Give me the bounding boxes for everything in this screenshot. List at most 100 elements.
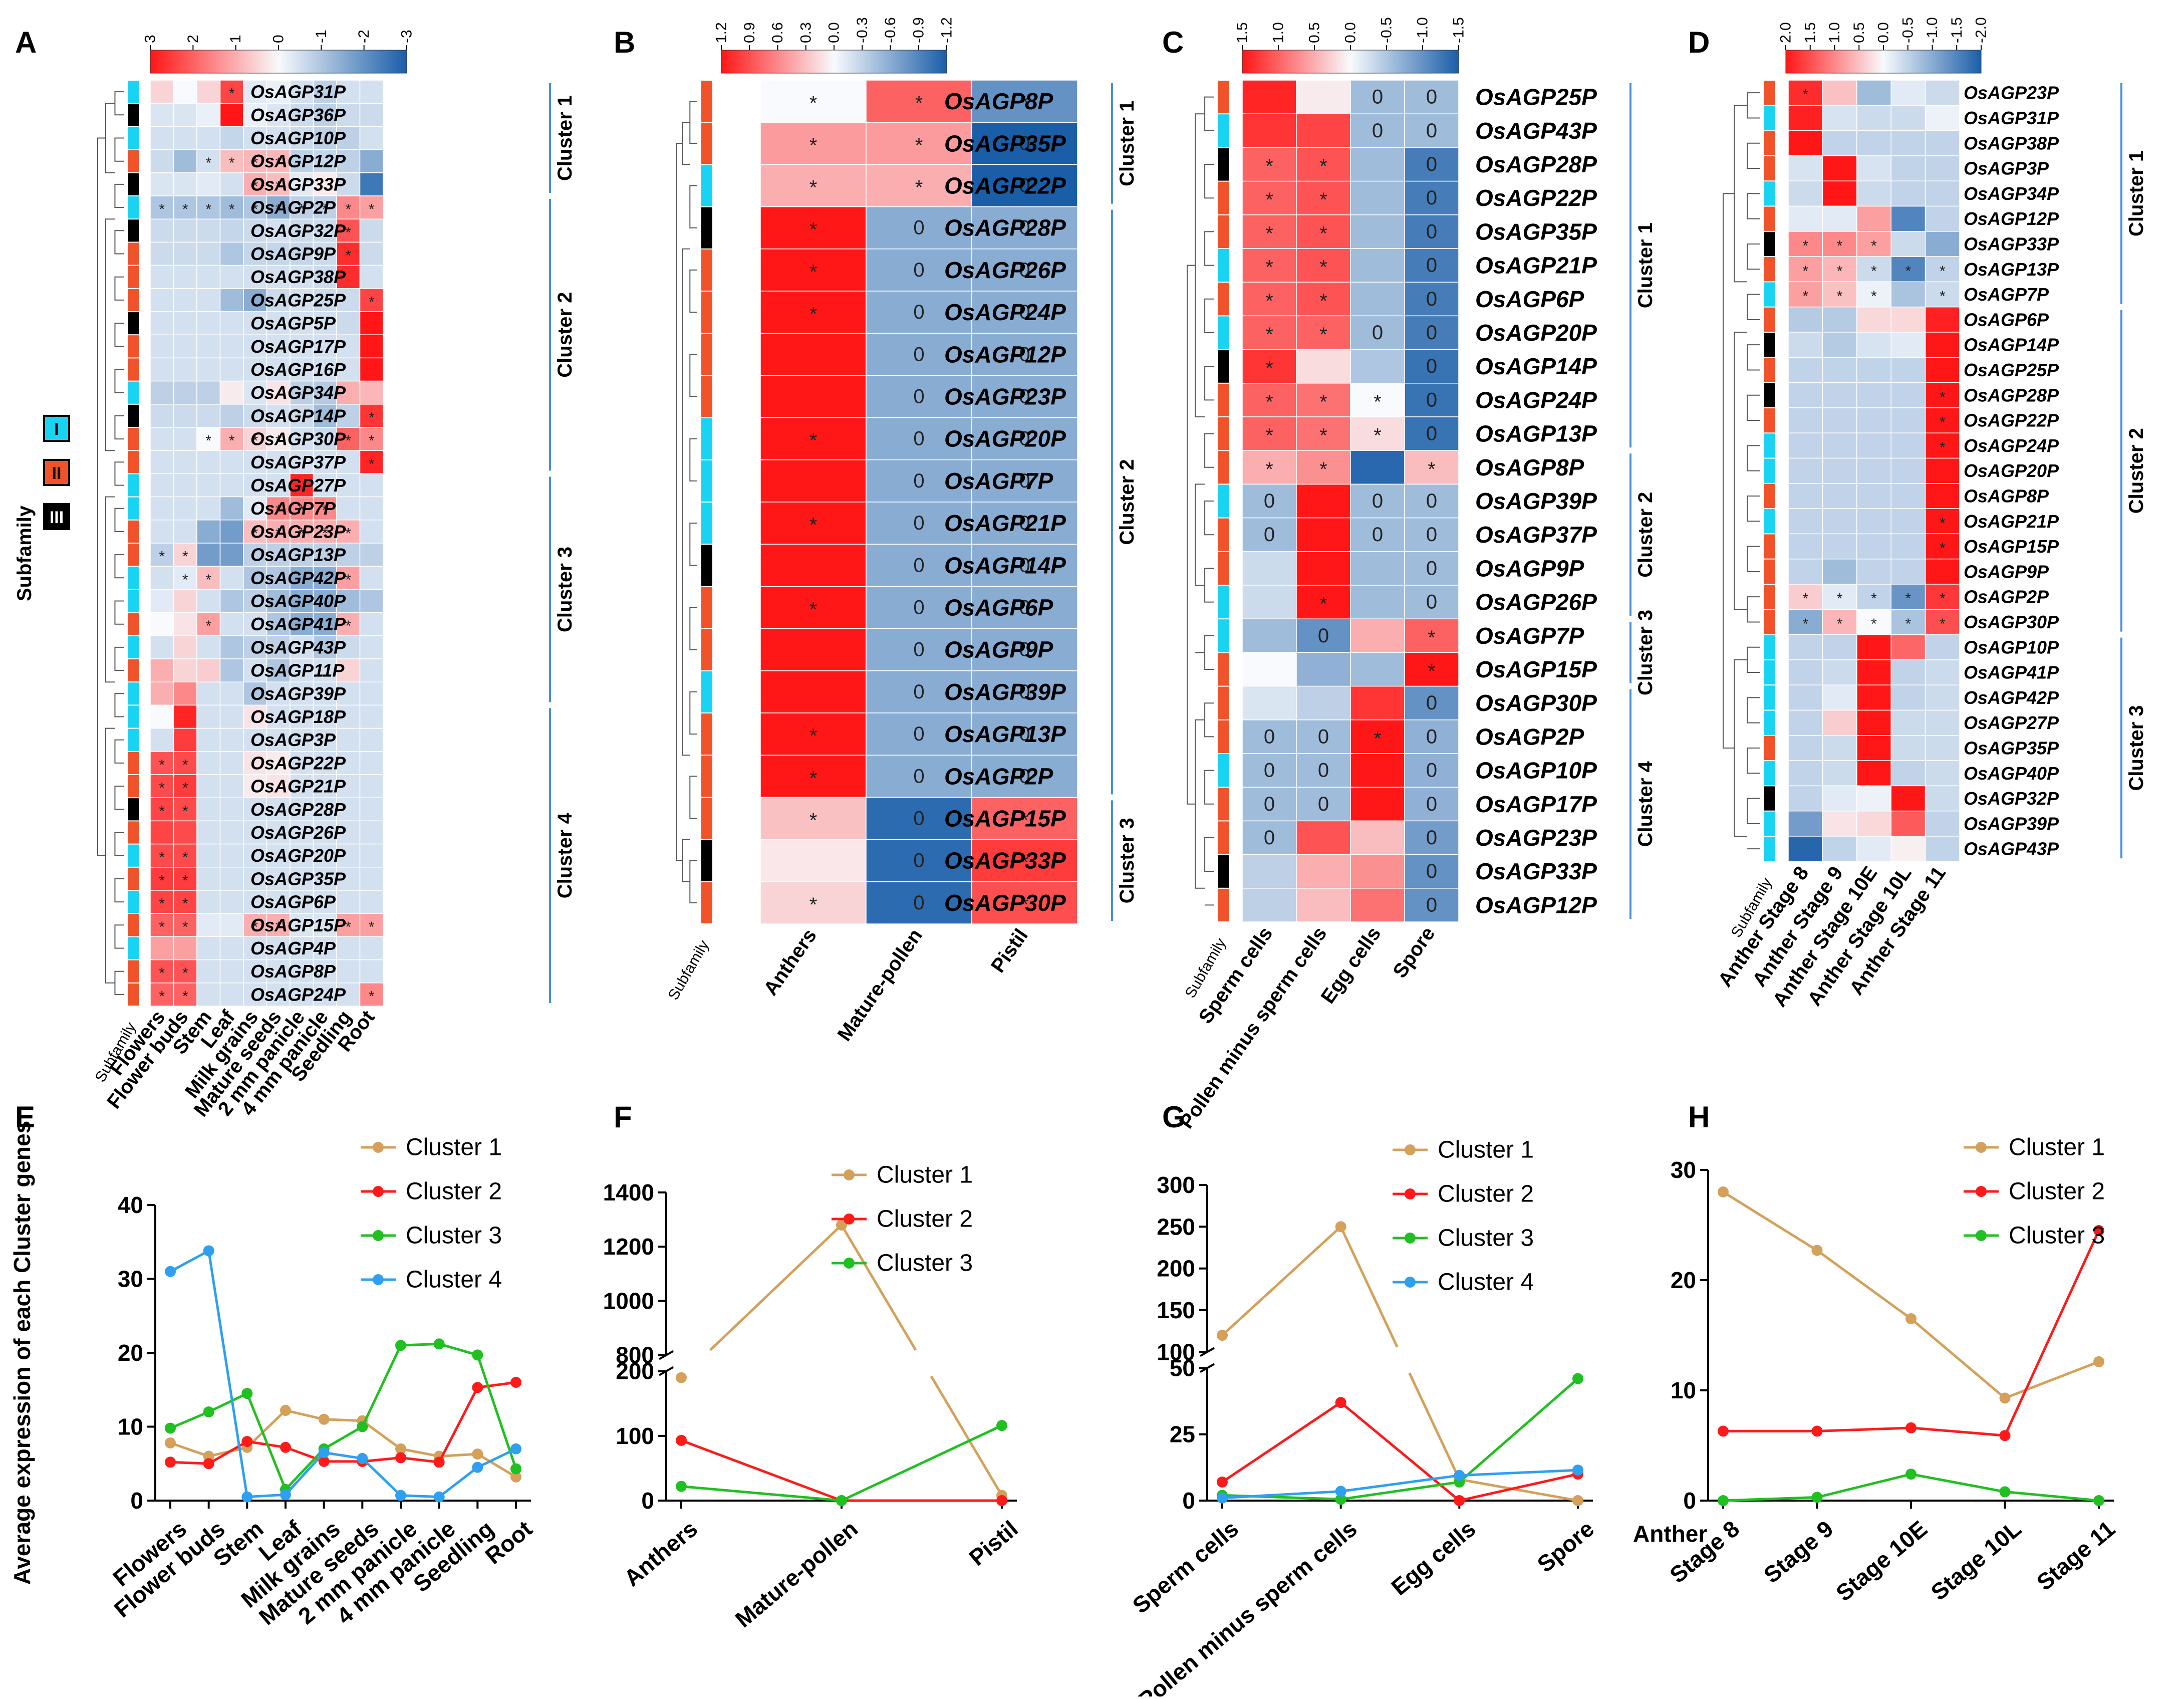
color-scale-tick-label: 1.5 xyxy=(1802,22,1818,43)
heatmap-cell xyxy=(1296,753,1351,788)
color-scale-tick-label: 0.0 xyxy=(1342,22,1359,43)
y-tick-label: 200 xyxy=(616,1358,654,1384)
cluster-brackets: Cluster 1 Cluster 2 Cluster 3 xyxy=(1111,83,1138,921)
heatmap-cell xyxy=(243,288,267,312)
subfamily-cell xyxy=(701,503,712,544)
heatmap-cell-mark: * xyxy=(159,965,165,982)
heatmap-cell-mark: * xyxy=(276,155,282,171)
gene-label: OsAGP26P xyxy=(1475,589,1597,615)
data-point xyxy=(1811,1245,1823,1256)
heatmap-cell xyxy=(173,126,197,150)
heatmap-cell-mark: * xyxy=(322,525,328,542)
heatmap-cell xyxy=(266,820,291,845)
gene-label: OsAGP38P xyxy=(1964,133,2059,153)
heatmap-cell-mark: 0 xyxy=(1019,765,1030,787)
color-scale-tick-label: -3 xyxy=(399,30,415,43)
heatmap-cell-mark: * xyxy=(1319,189,1327,211)
heatmap-cell xyxy=(290,959,314,984)
heatmap-cell xyxy=(1925,155,1960,181)
heatmap-cell xyxy=(1788,533,1823,560)
subfamily-cell xyxy=(1218,888,1229,921)
heatmap-cell-mark: * xyxy=(276,201,282,218)
heatmap-cell xyxy=(1925,180,1960,207)
gene-label: OsAGP33P xyxy=(1475,858,1597,884)
heatmap-cell-mark: 0 xyxy=(1426,725,1437,748)
color-scale-tick-label: 0.9 xyxy=(741,22,758,43)
heatmap-cell xyxy=(1350,753,1405,788)
gene-label: OsAGP15P xyxy=(250,915,346,935)
heatmap-cell-mark: * xyxy=(1319,222,1327,245)
heatmap-cell xyxy=(1925,558,1960,585)
heatmap-cell xyxy=(266,450,291,474)
heatmap-cell xyxy=(1296,383,1351,417)
heatmap-cell xyxy=(1890,508,1926,535)
heatmap-cell xyxy=(219,983,244,1007)
subfamily-swatch-ii xyxy=(43,459,70,486)
heatmap-cell-mark: * xyxy=(299,525,305,542)
heatmap-cell xyxy=(196,751,221,775)
subfamily-cell xyxy=(128,682,139,705)
heatmap-cell xyxy=(1890,130,1926,156)
heatmap-cell xyxy=(359,334,384,359)
panel-label-e: E xyxy=(15,1100,35,1134)
subfamily-label-i: I xyxy=(54,420,59,439)
heatmap-cell xyxy=(313,704,337,729)
heatmap-cell-mark: * xyxy=(369,294,375,310)
gene-label: OsAGP39P xyxy=(1964,813,2059,834)
dendrogram-branch xyxy=(114,137,124,162)
legend-marker xyxy=(844,1169,855,1180)
heatmap-cell xyxy=(1925,105,1960,131)
heatmap-cell xyxy=(196,172,221,196)
color-scale-tick-label: -1.2 xyxy=(939,17,955,43)
heatmap-cell xyxy=(1788,105,1823,131)
heatmap-cell-mark: * xyxy=(182,872,188,889)
heatmap-cell xyxy=(196,126,221,150)
heatmap-cell xyxy=(266,427,291,451)
heatmap-cell xyxy=(1404,282,1459,317)
heatmap-cell xyxy=(1296,214,1351,249)
dendrogram-branch xyxy=(114,832,124,856)
heatmap-cell xyxy=(359,126,384,150)
heatmap-cell xyxy=(1404,551,1459,586)
dendrogram-branch xyxy=(1195,483,1205,586)
data-point xyxy=(510,1443,521,1454)
heatmap-cell-mark: * xyxy=(1802,288,1808,305)
dendrogram-branch xyxy=(114,786,124,810)
heatmap-cell-mark: * xyxy=(345,433,351,449)
heatmap-cell xyxy=(173,241,197,266)
heatmap-cell xyxy=(313,658,337,682)
cluster-label: Cluster 2 xyxy=(1116,459,1138,545)
legend-label: Cluster 3 xyxy=(2009,1223,2105,1249)
dendrogram-branch xyxy=(1204,702,1214,738)
heatmap-cell-mark: * xyxy=(182,803,188,820)
heatmap-cell xyxy=(1404,483,1459,519)
heatmap-cell xyxy=(150,149,174,173)
heatmap-cell xyxy=(1822,558,1857,585)
heatmap-cell-mark: * xyxy=(159,201,165,218)
cluster-label: Cluster 2 xyxy=(1634,492,1657,578)
subfamily-cell xyxy=(701,207,712,249)
heatmap-cell xyxy=(1822,306,1857,333)
subfamily-cell xyxy=(1764,559,1775,584)
cluster-brackets: Cluster 1 Cluster 2 Cluster 3 xyxy=(2120,83,2147,859)
gene-label: OsAGP35P xyxy=(1964,738,2059,758)
heatmap-cell-mark: * xyxy=(1021,92,1029,114)
data-point xyxy=(280,1441,291,1453)
dendrogram-branch xyxy=(114,646,124,671)
dendrogram-branch xyxy=(1747,596,1760,623)
heatmap-cell xyxy=(1890,432,1926,459)
heatmap-cell-mark: * xyxy=(369,988,375,1005)
gene-label: OsAGP21P xyxy=(1475,253,1597,279)
heatmap-cell-mark: * xyxy=(1940,515,1946,532)
data-point xyxy=(1335,1486,1346,1497)
subfamily-swatch-i xyxy=(43,415,70,442)
heatmap-cell-mark: 0 xyxy=(1426,389,1437,411)
gene-label: OsAGP5P xyxy=(250,313,336,334)
heatmap-cell xyxy=(266,983,291,1007)
color-scale-tick-label: -0.3 xyxy=(854,17,871,43)
heatmap-cell-mark: 0 xyxy=(1426,220,1437,242)
heatmap-cell xyxy=(1242,753,1297,788)
heatmap-cell xyxy=(196,658,221,682)
